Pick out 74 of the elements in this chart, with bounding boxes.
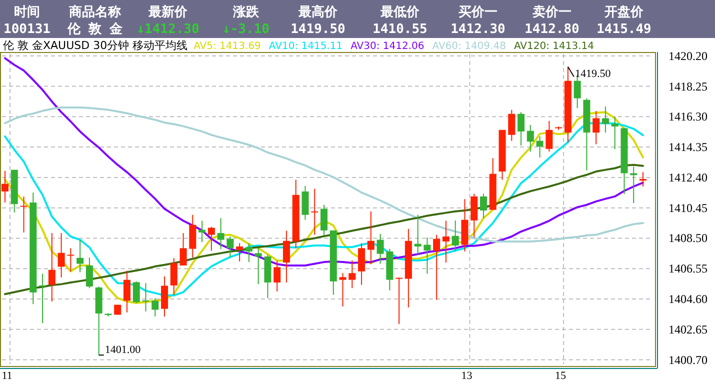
price-note: 1401.00 xyxy=(98,344,141,356)
candlestick xyxy=(536,136,544,158)
candlestick xyxy=(180,232,187,266)
candlestick xyxy=(198,220,206,243)
candlestick xyxy=(76,239,84,273)
candlestick xyxy=(592,110,600,145)
candlestick xyxy=(217,218,224,250)
y-tick-label: 1400.70 xyxy=(668,352,708,367)
candlestick xyxy=(282,230,290,283)
candlestick xyxy=(311,188,318,236)
candlestick xyxy=(480,193,487,219)
candlestick xyxy=(170,258,178,296)
line-series xyxy=(4,106,644,242)
y-tick-label: 1408.50 xyxy=(668,231,708,246)
candlestick xyxy=(245,242,252,263)
candlestick xyxy=(470,193,478,238)
x-tick-label: 11 xyxy=(2,370,12,382)
y-tick-label: 1416.30 xyxy=(668,110,708,124)
candlestick xyxy=(236,242,244,262)
annotation: 1419.50 xyxy=(574,68,612,80)
candlestick xyxy=(433,234,440,300)
y-tick-label: 1410.45 xyxy=(668,200,708,215)
candlestick xyxy=(518,112,525,146)
candlestick xyxy=(274,260,281,292)
candlestick xyxy=(640,172,646,187)
candlestick xyxy=(58,232,65,278)
annotation: 1401.00 xyxy=(104,344,142,356)
candlestick xyxy=(152,298,159,317)
candlestick xyxy=(630,166,638,204)
candlestick xyxy=(86,257,93,289)
chart-title: 伦 敦 金XAUUSD 30分钟 移动平均线 xyxy=(3,39,188,52)
price-note: 1419.50 xyxy=(567,66,611,80)
candlestick xyxy=(48,232,56,302)
candlestick xyxy=(442,220,450,264)
quote-table: 时间 商品名称 最新价 涨跌 最高价 最低价 买价一 卖价一 开盘价 100131 伦 敦 金 ↓1412.30 ↓-3.10 1419.50 1410.55 1412.30 1412.80 1415.49 xyxy=(4,5,652,37)
candlestick xyxy=(123,270,130,313)
candlestick xyxy=(161,276,168,317)
y-tick-label: 1402.65 xyxy=(668,322,708,336)
candlestick xyxy=(142,282,150,312)
candlestick xyxy=(39,273,46,324)
candlestick xyxy=(376,233,384,264)
candlestick xyxy=(508,109,516,142)
legend: AV5: 1413.69 AV10: 1415.11 AV30: 1412.06 AV60: 1409.48 AV120: 1413.14 xyxy=(194,41,594,52)
candlestick xyxy=(414,214,422,256)
candlestick xyxy=(526,124,534,152)
candlestick xyxy=(254,248,262,285)
line-series xyxy=(4,164,644,296)
x-tick-label: 13 xyxy=(461,370,473,382)
candlestick xyxy=(367,210,374,265)
candlestick xyxy=(67,248,74,272)
candlestick xyxy=(208,226,215,252)
candlestick xyxy=(396,276,403,325)
y-tick-label: 1412.40 xyxy=(668,170,708,184)
y-tick-label: 1418.25 xyxy=(668,79,708,94)
candlestick xyxy=(302,185,309,220)
candlestick xyxy=(348,260,356,289)
candlestick xyxy=(339,272,346,307)
y-tick-label: 1414.35 xyxy=(668,140,708,154)
x-tick-label: 15 xyxy=(555,370,567,382)
candlestick xyxy=(320,204,328,236)
candlestick xyxy=(424,236,431,274)
candlestick xyxy=(546,120,553,152)
candlestick xyxy=(358,242,366,286)
candlestick xyxy=(2,170,8,204)
candlestick xyxy=(189,214,196,258)
y-tick-label: 1406.55 xyxy=(668,262,708,276)
candlestick xyxy=(452,220,459,252)
candlestick xyxy=(602,106,609,134)
y-tick-label: 1420.20 xyxy=(668,48,708,63)
candlestick xyxy=(611,116,618,150)
candlestick xyxy=(132,280,140,304)
y-tick-label: 1404.60 xyxy=(668,292,708,306)
candlestick xyxy=(20,196,28,233)
candlestick xyxy=(226,236,234,258)
